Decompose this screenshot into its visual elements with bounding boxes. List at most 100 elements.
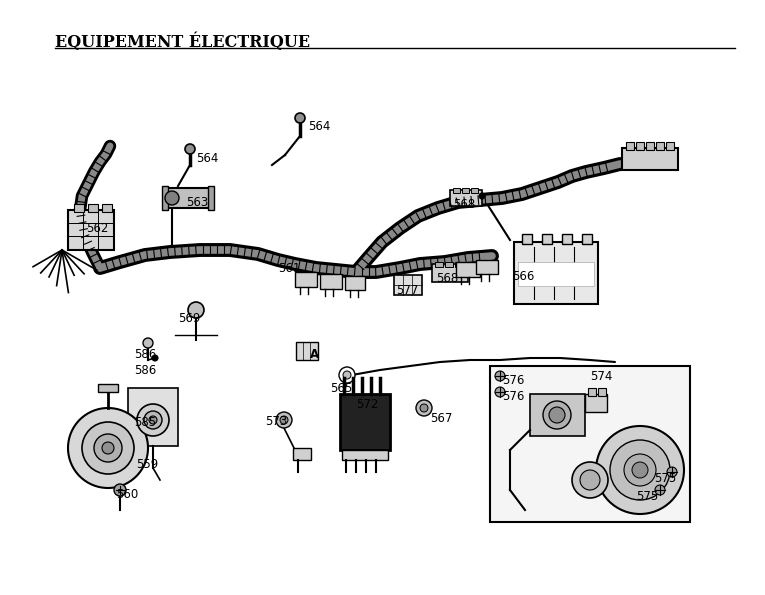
Circle shape — [149, 416, 157, 424]
Bar — [88, 204, 98, 212]
Text: 562: 562 — [86, 222, 109, 235]
Circle shape — [420, 404, 428, 412]
Circle shape — [114, 484, 126, 496]
Bar — [530, 394, 585, 436]
Circle shape — [165, 191, 179, 205]
Circle shape — [624, 454, 656, 486]
Bar — [453, 188, 460, 193]
Circle shape — [276, 412, 292, 428]
Text: 585: 585 — [134, 416, 156, 429]
Circle shape — [655, 485, 665, 495]
Bar — [74, 204, 84, 212]
Text: 586: 586 — [134, 348, 156, 361]
Circle shape — [667, 467, 677, 477]
Text: 576: 576 — [502, 390, 524, 403]
Text: 563: 563 — [186, 196, 208, 209]
Text: 561: 561 — [278, 262, 301, 275]
Circle shape — [416, 400, 432, 416]
Text: EQUIPEMENT ÉLECTRIQUE: EQUIPEMENT ÉLECTRIQUE — [55, 32, 310, 51]
Bar — [342, 450, 388, 460]
Circle shape — [188, 302, 204, 318]
Circle shape — [185, 144, 195, 154]
Circle shape — [82, 422, 134, 474]
Text: 577: 577 — [396, 284, 418, 297]
Circle shape — [152, 355, 158, 361]
Bar — [394, 275, 422, 295]
Bar — [98, 384, 118, 392]
Bar — [208, 186, 214, 210]
Bar — [471, 188, 478, 193]
Text: 567: 567 — [430, 412, 452, 425]
Text: 568: 568 — [453, 198, 475, 211]
Text: 573: 573 — [265, 415, 287, 428]
Bar — [445, 262, 453, 267]
Circle shape — [280, 416, 288, 424]
Bar — [340, 394, 390, 450]
Circle shape — [572, 462, 608, 498]
Bar — [455, 262, 463, 267]
Circle shape — [102, 442, 114, 454]
Circle shape — [632, 462, 648, 478]
Bar — [582, 234, 592, 244]
Bar — [622, 148, 678, 170]
Bar — [656, 142, 664, 150]
Circle shape — [343, 371, 351, 379]
Text: 564: 564 — [196, 152, 218, 165]
Text: 572: 572 — [356, 398, 379, 411]
Bar — [476, 260, 498, 274]
Bar — [598, 388, 606, 396]
Circle shape — [339, 367, 355, 383]
Circle shape — [495, 371, 505, 381]
Bar — [102, 204, 112, 212]
Circle shape — [596, 426, 684, 514]
Text: 560: 560 — [116, 488, 138, 501]
Bar — [456, 262, 480, 277]
Text: 576: 576 — [502, 374, 524, 387]
Circle shape — [68, 408, 148, 488]
Bar — [646, 142, 654, 150]
Text: 575: 575 — [636, 490, 658, 503]
Bar — [450, 190, 482, 206]
Circle shape — [543, 401, 571, 429]
Bar — [295, 272, 317, 287]
Text: 566: 566 — [512, 270, 535, 283]
Bar — [435, 262, 443, 267]
Bar — [514, 242, 598, 304]
Bar — [518, 262, 594, 286]
Text: 586: 586 — [134, 364, 156, 377]
Bar — [293, 448, 311, 460]
Bar — [165, 188, 210, 208]
Text: 564: 564 — [308, 120, 330, 133]
Text: 575: 575 — [654, 472, 676, 485]
Bar — [542, 234, 552, 244]
Circle shape — [94, 434, 122, 462]
Bar — [320, 274, 342, 289]
Text: 568: 568 — [436, 272, 458, 285]
Bar — [666, 142, 674, 150]
Bar — [345, 276, 365, 290]
Circle shape — [549, 407, 565, 423]
Bar — [562, 234, 572, 244]
Bar — [588, 388, 596, 396]
Bar — [585, 394, 607, 412]
Circle shape — [137, 404, 169, 436]
Bar — [636, 142, 644, 150]
Text: 569: 569 — [178, 312, 200, 325]
Circle shape — [610, 440, 670, 500]
Circle shape — [295, 113, 305, 123]
Bar — [462, 188, 469, 193]
Bar — [128, 388, 178, 446]
Bar — [432, 264, 468, 282]
Text: 559: 559 — [136, 458, 158, 471]
Circle shape — [143, 338, 153, 348]
Bar — [162, 186, 168, 210]
Text: 574: 574 — [590, 370, 612, 383]
Bar — [522, 234, 532, 244]
Bar — [490, 366, 690, 522]
Bar — [296, 342, 318, 360]
Text: 565: 565 — [330, 382, 352, 395]
Bar — [68, 210, 114, 250]
Circle shape — [479, 193, 485, 199]
Circle shape — [495, 387, 505, 397]
Circle shape — [580, 470, 600, 490]
